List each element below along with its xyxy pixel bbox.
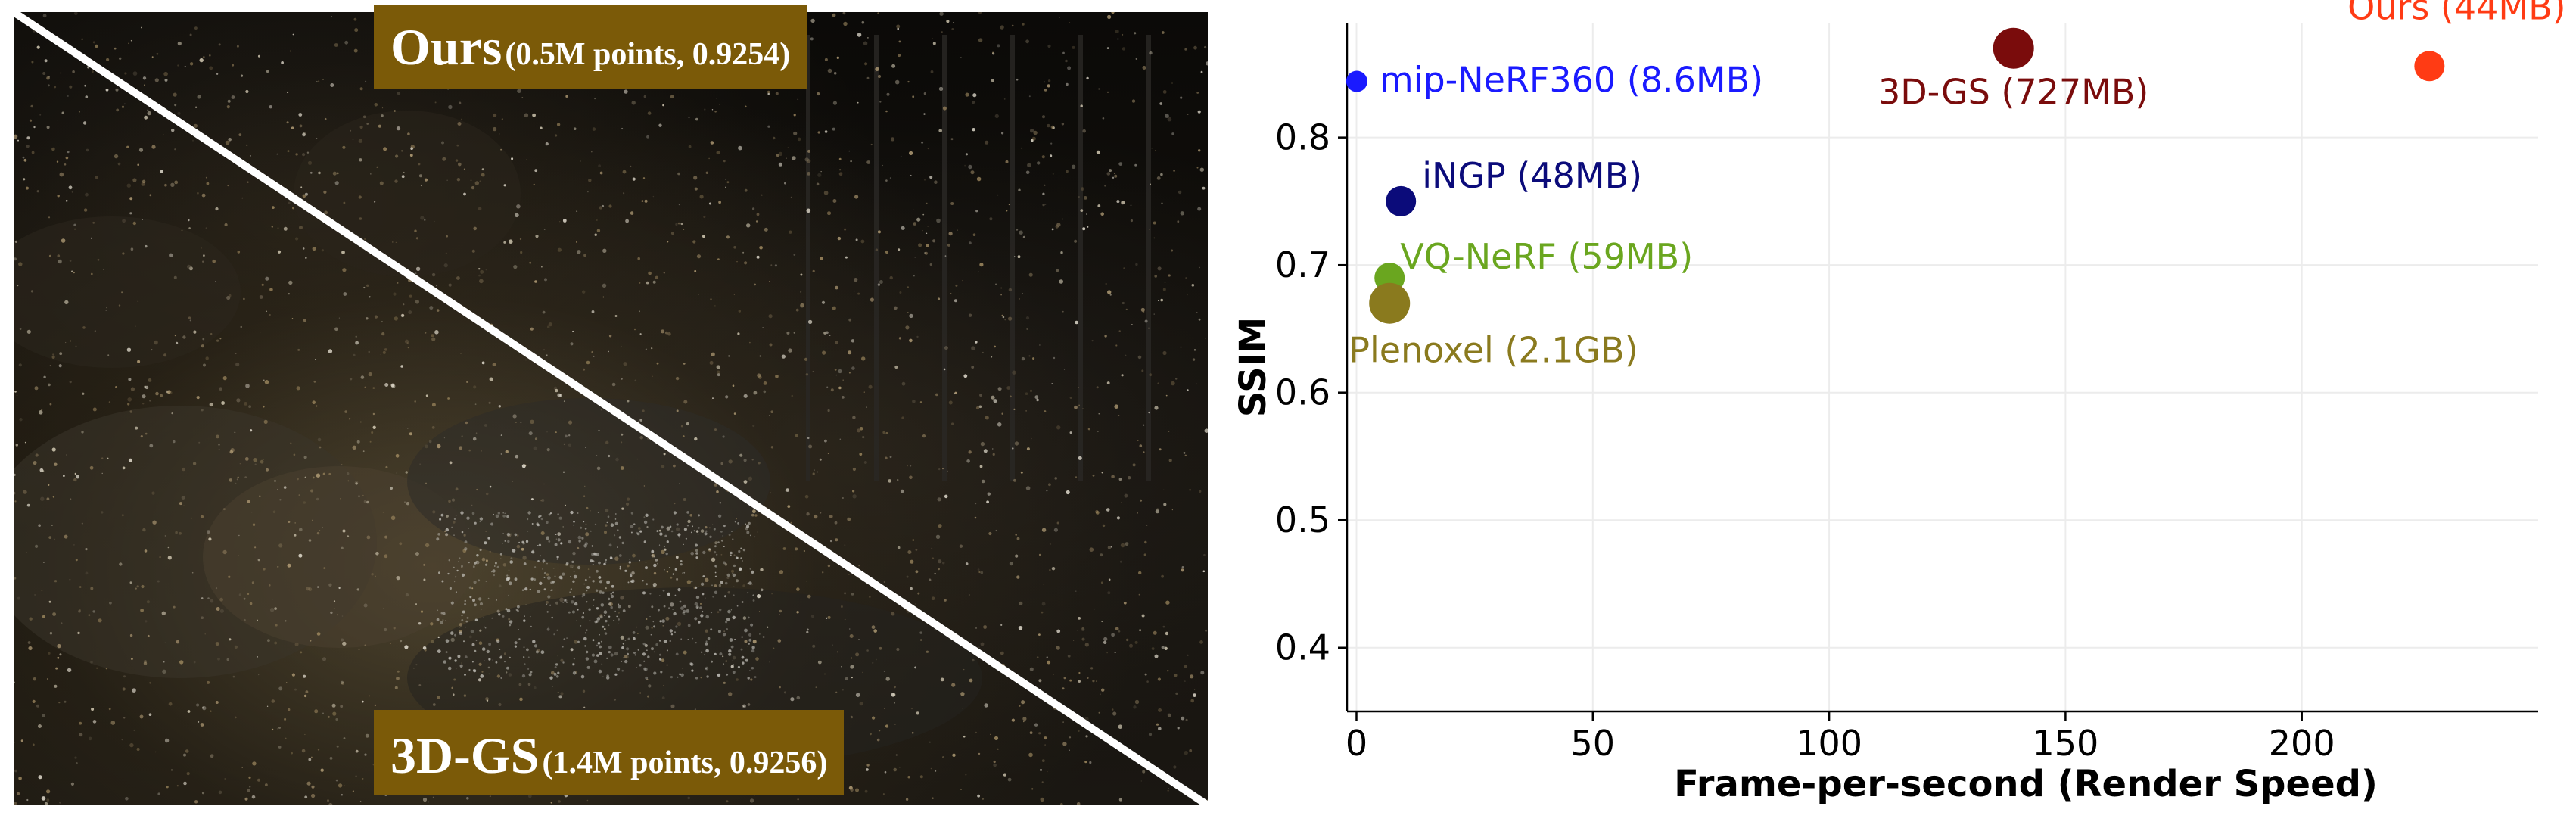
ssim-vs-fps-chart: 0 50 100 150 200 0.4 0.5 0.6 0.7 0.8 Frame-per-sec… xyxy=(1211,0,2576,825)
data-point xyxy=(1346,70,1367,92)
point-speckles xyxy=(14,12,1208,805)
grid xyxy=(1347,23,2538,711)
data-point-label: 3D-GS (727MB) xyxy=(1878,72,2148,113)
data-point xyxy=(2414,51,2445,82)
data-points: mip-NeRF360 (8.6MB) iNGP (48MB) VQ-NeRF (5… xyxy=(1346,0,2566,371)
scatter-plot: 0 50 100 150 200 0.4 0.5 0.6 0.7 0.8 Frame-per-sec… xyxy=(1232,0,2566,805)
data-point xyxy=(1993,27,2034,69)
bottom-label-method: 3D-GS xyxy=(390,727,540,784)
y-tick-label: 0.5 xyxy=(1275,500,1330,540)
top-label-detail: (0.5M points, 0.9254) xyxy=(505,37,791,72)
x-tick-label: 50 xyxy=(1571,723,1616,764)
scene-shapes xyxy=(14,111,982,769)
point-cloud-render xyxy=(14,12,1208,805)
y-axis-label: SSIM xyxy=(1232,317,1274,418)
x-tick-label: 100 xyxy=(1796,723,1862,764)
top-label-method: Ours xyxy=(390,18,502,76)
data-point-label: mip-NeRF360 (8.6MB) xyxy=(1380,60,1763,101)
y-tick-label: 0.7 xyxy=(1275,244,1330,285)
top-image-label: Ours (0.5M points, 0.9254) xyxy=(374,5,807,89)
bottom-image-label: 3D-GS (1.4M points, 0.9256) xyxy=(374,710,845,795)
x-tick-label: 0 xyxy=(1346,723,1367,764)
data-point xyxy=(1369,282,1411,324)
point-cloud-comparison-image xyxy=(14,12,1208,805)
data-point-label: Plenoxel (2.1GB) xyxy=(1349,330,1638,371)
data-point-label: Ours (44MB) xyxy=(2347,0,2566,27)
diagonal-divider xyxy=(14,12,1208,805)
bottom-label-detail: (1.4M points, 0.9256) xyxy=(542,746,828,780)
y-tick-label: 0.8 xyxy=(1275,117,1330,158)
data-point xyxy=(1386,185,1417,216)
x-tick-label: 150 xyxy=(2032,723,2098,764)
data-point-label: iNGP (48MB) xyxy=(1422,155,1642,196)
y-tick-label: 0.6 xyxy=(1275,372,1330,413)
x-axis-label: Frame-per-second (Render Speed) xyxy=(1674,763,2378,805)
y-tick-label: 0.4 xyxy=(1275,627,1330,668)
x-tick-label: 200 xyxy=(2269,723,2335,764)
scene-window xyxy=(806,35,1151,481)
data-point-label: VQ-NeRF (59MB) xyxy=(1400,236,1693,277)
